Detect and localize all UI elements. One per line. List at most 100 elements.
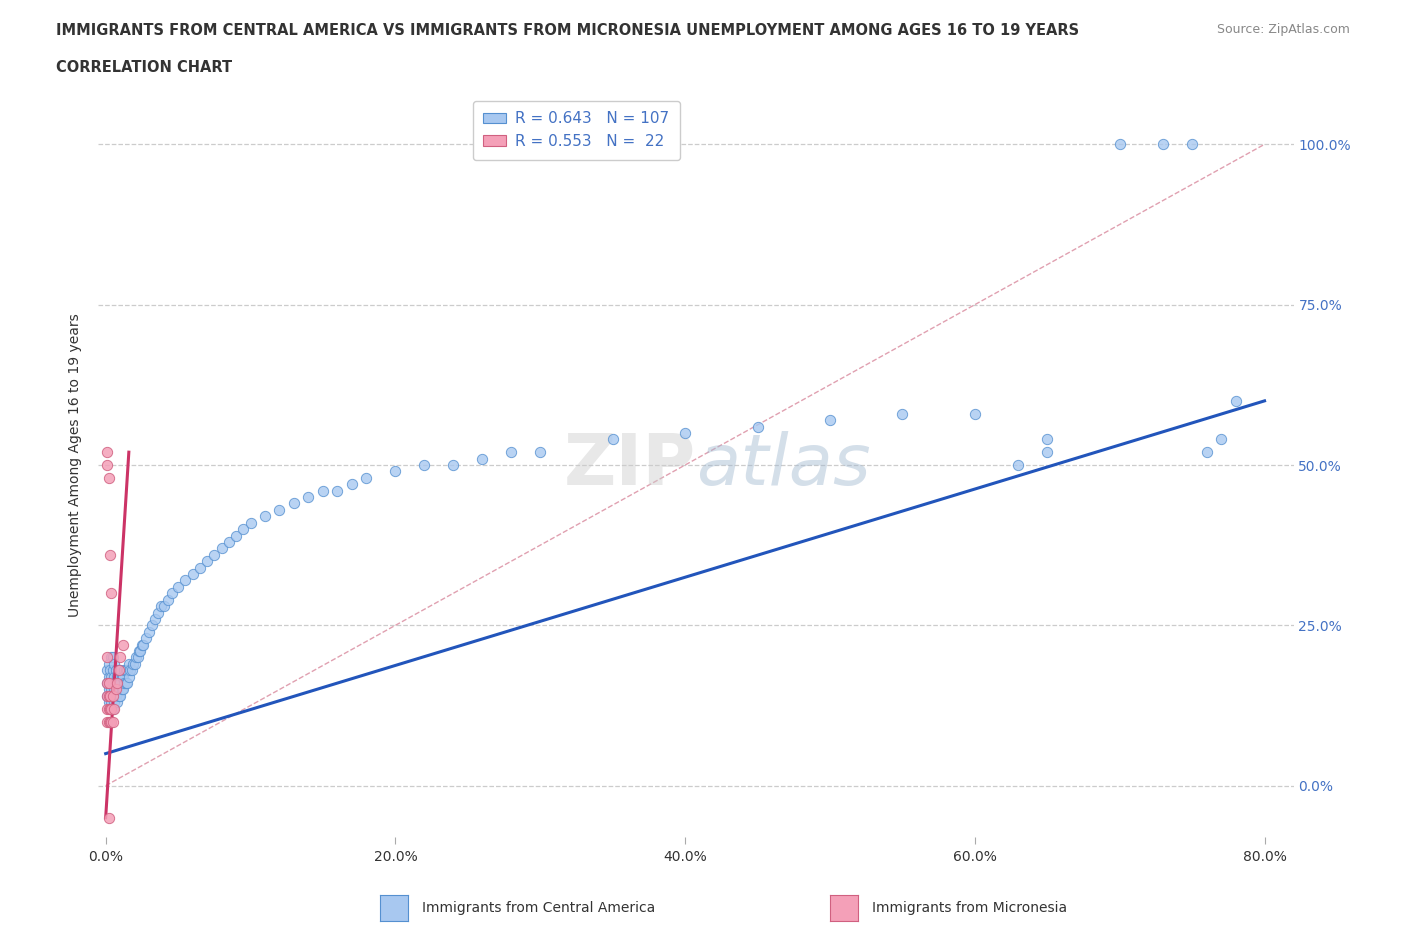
- Point: [98, 701, 121, 716]
- Point: [97, 682, 120, 697]
- Point: [115, 663, 138, 678]
- Point: [105, 682, 128, 697]
- Point: [253, 509, 276, 524]
- Point: [105, 670, 128, 684]
- Point: [101, 714, 124, 729]
- Point: [356, 471, 378, 485]
- Point: [108, 688, 131, 703]
- Point: [1036, 445, 1059, 459]
- Point: [1225, 393, 1247, 408]
- Point: [97, 695, 120, 710]
- Point: [100, 670, 122, 684]
- Text: Immigrants from Central America: Immigrants from Central America: [422, 900, 655, 915]
- Point: [132, 637, 155, 652]
- Point: [162, 586, 184, 601]
- Point: [143, 612, 166, 627]
- Point: [1152, 137, 1174, 152]
- Text: IMMIGRANTS FROM CENTRAL AMERICA VS IMMIGRANTS FROM MICRONESIA UNEMPLOYMENT AMONG: IMMIGRANTS FROM CENTRAL AMERICA VS IMMIG…: [56, 23, 1080, 38]
- Point: [98, 548, 121, 563]
- Point: [673, 426, 696, 441]
- Point: [104, 675, 127, 690]
- Point: [1195, 445, 1218, 459]
- Point: [146, 605, 169, 620]
- Point: [211, 541, 233, 556]
- Point: [107, 663, 129, 678]
- Point: [97, 471, 120, 485]
- Point: [1036, 432, 1059, 446]
- Point: [101, 688, 124, 703]
- Point: [340, 477, 363, 492]
- Point: [156, 592, 179, 607]
- Point: [1209, 432, 1232, 446]
- Point: [108, 650, 131, 665]
- Legend: R = 0.643   N = 107, R = 0.553   N =  22: R = 0.643 N = 107, R = 0.553 N = 22: [472, 100, 681, 160]
- Y-axis label: Unemployment Among Ages 16 to 19 years: Unemployment Among Ages 16 to 19 years: [69, 313, 83, 617]
- Point: [118, 657, 141, 671]
- Point: [1108, 137, 1130, 152]
- Point: [108, 675, 131, 690]
- Point: [97, 657, 120, 671]
- Point: [120, 663, 142, 678]
- Point: [471, 451, 494, 466]
- Point: [105, 675, 128, 690]
- Point: [103, 657, 125, 671]
- Point: [195, 553, 218, 568]
- Point: [96, 701, 118, 716]
- Point: [107, 675, 129, 690]
- Point: [96, 675, 118, 690]
- Point: [97, 714, 120, 729]
- Point: [124, 657, 146, 671]
- Text: CORRELATION CHART: CORRELATION CHART: [56, 60, 232, 75]
- Point: [283, 496, 305, 511]
- Point: [97, 701, 120, 716]
- Point: [112, 682, 135, 697]
- Point: [225, 528, 247, 543]
- Text: Source: ZipAtlas.com: Source: ZipAtlas.com: [1216, 23, 1350, 36]
- Point: [112, 637, 135, 652]
- Point: [97, 688, 120, 703]
- Point: [127, 650, 149, 665]
- Point: [104, 682, 127, 697]
- Point: [125, 650, 148, 665]
- Point: [100, 586, 122, 601]
- Point: [131, 637, 153, 652]
- Point: [117, 663, 139, 678]
- Point: [297, 489, 319, 504]
- Point: [103, 701, 125, 716]
- Text: atlas: atlas: [696, 431, 870, 499]
- Point: [96, 688, 118, 703]
- Point: [110, 682, 132, 697]
- Point: [122, 657, 145, 671]
- Point: [112, 670, 135, 684]
- Point: [103, 670, 125, 684]
- Point: [96, 650, 118, 665]
- Point: [269, 502, 291, 517]
- Point: [97, 675, 120, 690]
- Point: [101, 650, 124, 665]
- Point: [100, 682, 122, 697]
- Point: [152, 599, 174, 614]
- Point: [101, 675, 124, 690]
- Point: [101, 688, 124, 703]
- Point: [98, 675, 121, 690]
- Point: [97, 810, 120, 825]
- Point: [100, 714, 122, 729]
- Point: [96, 445, 118, 459]
- Point: [312, 484, 335, 498]
- Point: [441, 458, 464, 472]
- Point: [602, 432, 624, 446]
- Point: [118, 670, 141, 684]
- Point: [121, 663, 143, 678]
- Point: [1007, 458, 1029, 472]
- Point: [103, 695, 125, 710]
- Point: [188, 560, 211, 575]
- Point: [747, 419, 769, 434]
- Point: [326, 484, 349, 498]
- Point: [181, 566, 204, 581]
- Point: [107, 663, 129, 678]
- Point: [141, 618, 163, 632]
- Point: [97, 670, 120, 684]
- Point: [98, 688, 121, 703]
- Point: [818, 413, 841, 428]
- Point: [529, 445, 551, 459]
